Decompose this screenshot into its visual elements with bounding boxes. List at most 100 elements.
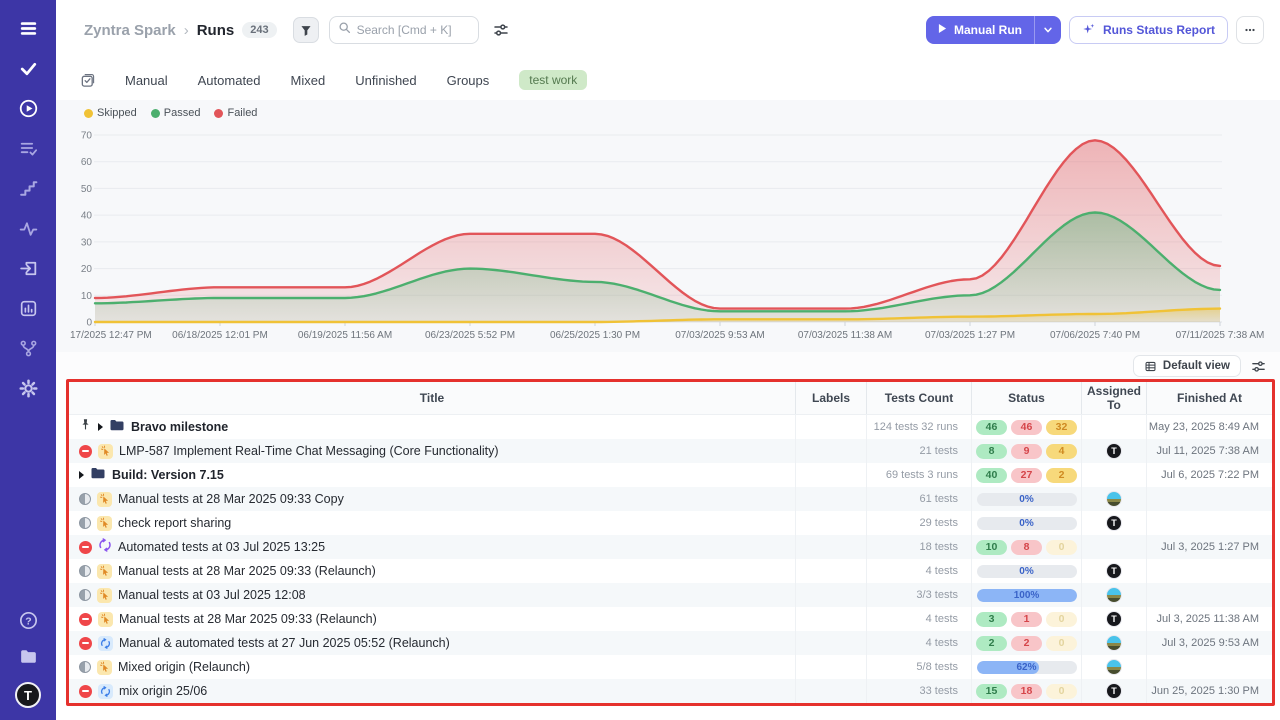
assignee-avatar[interactable]	[1106, 659, 1122, 675]
expand-chevron-icon[interactable]	[79, 471, 84, 479]
table-row[interactable]: Manual tests at 28 Mar 2025 09:33 (Relau…	[69, 559, 1272, 583]
column-finished-at[interactable]: Finished At	[1146, 382, 1272, 414]
table-header: Title Labels Tests Count Status Assigned…	[69, 382, 1272, 415]
run-title[interactable]: Manual tests at 28 Mar 2025 09:33 (Relau…	[118, 564, 376, 578]
import-icon[interactable]	[18, 258, 39, 279]
legend-item-failed[interactable]: Failed	[214, 107, 257, 119]
more-options-button[interactable]	[1236, 16, 1264, 44]
tab-automated[interactable]: Automated	[197, 72, 261, 88]
failed-badge: 1	[1011, 611, 1042, 627]
stopped-status-icon	[79, 684, 92, 698]
table-row[interactable]: LMP-587 Implement Real-Time Chat Messagi…	[69, 439, 1272, 463]
run-title[interactable]: Mixed origin (Relaunch)	[118, 660, 251, 674]
tab-mixed[interactable]: Mixed	[290, 72, 326, 88]
search-box[interactable]	[328, 16, 479, 44]
table-row[interactable]: Bravo milestone 124 tests 32 runs 46 46 32 Ma…	[69, 415, 1272, 439]
column-labels[interactable]: Labels	[795, 382, 866, 414]
menu-icon[interactable]	[18, 18, 39, 39]
run-title[interactable]: Bravo milestone	[131, 420, 229, 434]
assignee-avatar[interactable]: T	[1106, 515, 1122, 531]
legend-item-passed[interactable]: Passed	[150, 107, 200, 119]
table-row[interactable]: Build: Version 7.15 69 tests 3 runs 40 27 2 J…	[69, 463, 1272, 487]
folder-icon[interactable]	[18, 646, 39, 667]
search-input[interactable]	[356, 23, 467, 37]
run-title[interactable]: Manual tests at 28 Mar 2025 09:33 Copy	[118, 492, 344, 506]
stopped-status-icon	[79, 612, 92, 626]
breadcrumb-project[interactable]: Zyntra Spark	[84, 21, 176, 39]
tab-groups[interactable]: Groups	[446, 72, 490, 88]
runs-status-report-button[interactable]: Runs Status Report	[1068, 16, 1228, 44]
cell-assigned-to	[1081, 583, 1146, 607]
run-title[interactable]: mix origin 25/06	[119, 684, 208, 698]
activity-icon[interactable]	[18, 218, 39, 239]
table-row[interactable]: check report sharing 29 tests 0% T	[69, 511, 1272, 535]
column-tests-count[interactable]: Tests Count	[866, 382, 971, 414]
table-settings-icon[interactable]	[1251, 359, 1266, 374]
run-title[interactable]: Automated tests at 03 Jul 2025 13:25	[118, 540, 326, 554]
run-title[interactable]: LMP-587 Implement Real-Time Chat Messagi…	[119, 444, 499, 458]
run-title[interactable]: Manual tests at 03 Jul 2025 12:08	[118, 588, 306, 602]
table-row[interactable]: Manual tests at 03 Jul 2025 12:08 3/3 tes…	[69, 583, 1272, 607]
table-row[interactable]: Manual & automated tests at 27 Jun 2025 …	[69, 631, 1272, 655]
cell-finished-at	[1146, 583, 1272, 607]
failed-badge: 27	[1011, 467, 1042, 483]
pin-icon[interactable]	[79, 418, 92, 436]
user-avatar[interactable]: T	[15, 682, 41, 708]
cell-labels	[795, 535, 866, 559]
cell-labels	[795, 655, 866, 679]
expand-chevron-icon[interactable]	[98, 423, 103, 431]
cell-finished-at	[1146, 511, 1272, 535]
filter-button[interactable]	[292, 17, 319, 43]
active-filter-badge[interactable]: test work	[519, 70, 588, 90]
list-check-icon[interactable]	[18, 138, 39, 159]
steps-icon[interactable]	[18, 178, 39, 199]
help-icon[interactable]: ?	[18, 610, 39, 631]
run-title[interactable]: Manual & automated tests at 27 Jun 2025 …	[119, 636, 450, 650]
tab-manual[interactable]: Manual	[125, 72, 168, 88]
run-title[interactable]: Manual tests at 28 Mar 2025 09:33 (Relau…	[119, 612, 377, 626]
progress-fill	[976, 660, 1039, 674]
failed-badge: 9	[1011, 443, 1042, 459]
check-icon[interactable]	[18, 58, 39, 79]
table-row[interactable]: Automated tests at 03 Jul 2025 13:25 18 t…	[69, 535, 1272, 559]
assignee-avatar[interactable]: T	[1106, 683, 1122, 699]
branch-icon[interactable]	[18, 338, 39, 359]
assignee-avatar[interactable]: T	[1106, 443, 1122, 459]
table-row[interactable]: Mixed origin (Relaunch) 5/8 tests 62%	[69, 655, 1272, 679]
manual-run-button[interactable]: Manual Run	[925, 16, 1061, 44]
progress-bar: 62%	[976, 660, 1077, 674]
assignee-avatar[interactable]	[1106, 635, 1122, 651]
progress-bar: 0%	[976, 516, 1077, 530]
cell-tests-count: 3/3 tests	[866, 583, 971, 607]
cell-tests-count: 4 tests	[866, 559, 971, 583]
assignee-avatar[interactable]	[1106, 491, 1122, 507]
play-circle-icon[interactable]	[18, 98, 39, 119]
column-title[interactable]: Title	[419, 391, 445, 405]
table-row[interactable]: mix origin 25/06 33 tests 15 18 0 T Jun 25, 20…	[69, 679, 1272, 703]
cell-assigned-to	[1081, 631, 1146, 655]
assignee-avatar[interactable]: T	[1106, 563, 1122, 579]
column-status[interactable]: Status	[971, 382, 1081, 414]
table-row[interactable]: Manual tests at 28 Mar 2025 09:33 (Relau…	[69, 607, 1272, 631]
gear-icon[interactable]	[18, 378, 39, 399]
column-assigned-to[interactable]: Assigned To	[1081, 382, 1146, 414]
cell-labels	[795, 583, 866, 607]
chart-section	[56, 100, 1280, 352]
cell-title: Manual tests at 28 Mar 2025 09:33 (Relau…	[69, 607, 795, 631]
report-icon[interactable]	[18, 298, 39, 319]
run-title[interactable]: check report sharing	[118, 516, 232, 530]
tab-unfinished[interactable]: Unfinished	[355, 72, 417, 88]
run-title[interactable]: Build: Version 7.15	[112, 468, 224, 482]
default-view-label: Default view	[1162, 360, 1230, 372]
bulk-select-icon[interactable]	[80, 73, 95, 88]
run-dropdown-button[interactable]	[1035, 16, 1061, 44]
table-row[interactable]: Manual tests at 28 Mar 2025 09:33 Copy 61…	[69, 487, 1272, 511]
display-settings-icon[interactable]	[493, 22, 509, 38]
cell-tests-count: 29 tests	[866, 511, 971, 535]
cell-title: Manual tests at 28 Mar 2025 09:33 (Relau…	[69, 559, 795, 583]
legend-item-skipped[interactable]: Skipped	[84, 107, 137, 119]
assignee-avatar[interactable]: T	[1106, 611, 1122, 627]
assignee-avatar[interactable]	[1106, 587, 1122, 603]
default-view-button[interactable]: Default view	[1132, 355, 1241, 377]
